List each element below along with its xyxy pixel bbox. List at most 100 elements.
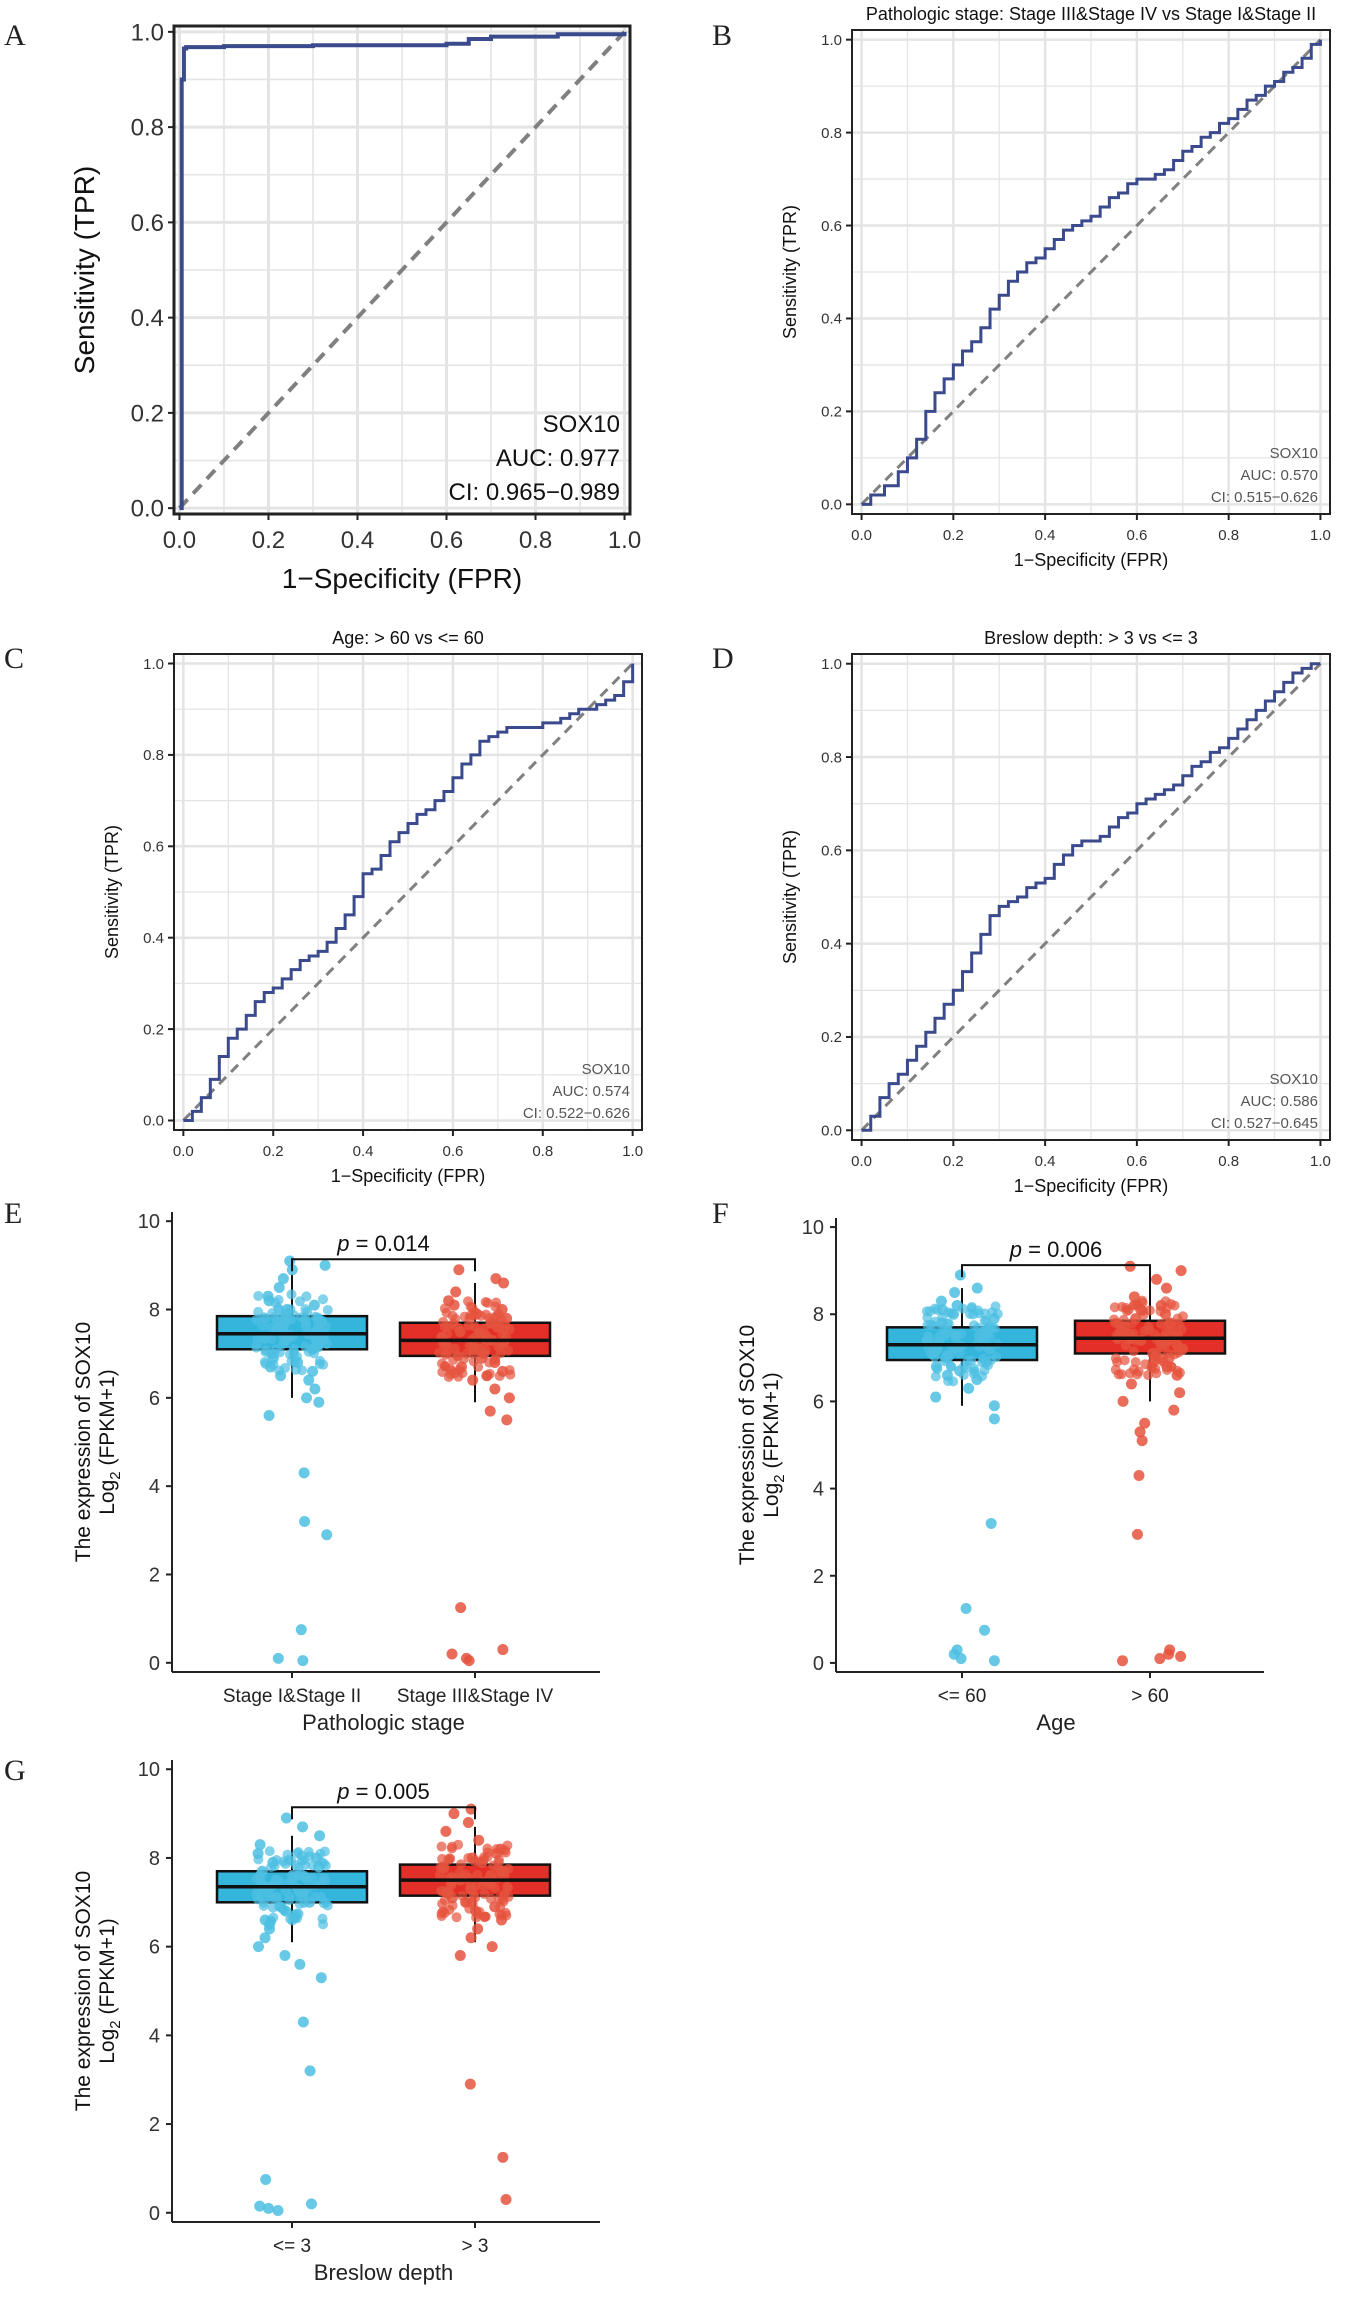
data-point — [292, 1848, 303, 1859]
data-point — [960, 1602, 972, 1614]
group-0: Stage I&Stage II — [215, 1255, 369, 1707]
data-point — [272, 2205, 284, 2217]
data-point — [949, 1286, 961, 1298]
data-point — [465, 1301, 476, 1312]
y-axis-title-line1: The expression of SOX10 — [72, 1871, 95, 2111]
data-point — [925, 1319, 936, 1330]
data-point — [260, 1313, 271, 1324]
data-point — [985, 1517, 997, 1529]
data-point — [258, 1900, 269, 1911]
data-point — [494, 1370, 505, 1381]
data-point — [294, 1958, 306, 1970]
data-point — [452, 1322, 463, 1333]
x-tick-label: 0.8 — [532, 1143, 553, 1160]
data-point — [1124, 1260, 1136, 1272]
data-point — [1156, 1319, 1167, 1330]
data-point — [932, 1364, 943, 1375]
data-point — [468, 1310, 479, 1321]
x-tick-label: 0.6 — [1126, 1153, 1147, 1170]
x-axis-title: 1−Specificity (FPR) — [1014, 1176, 1169, 1196]
y-tick-label: 0.6 — [821, 843, 842, 860]
data-point — [1136, 1435, 1148, 1447]
data-point — [977, 1357, 988, 1368]
x-axis-title: 1−Specificity (FPR) — [331, 1166, 486, 1186]
data-point — [280, 1812, 292, 1824]
data-point — [440, 1825, 452, 1837]
data-point — [303, 1846, 314, 1857]
y-tick-label: 10 — [138, 1759, 160, 1781]
y-tick-label: 2 — [149, 1564, 160, 1586]
data-point — [1143, 1370, 1154, 1381]
y-tick-label: 0 — [813, 1653, 824, 1675]
data-point — [286, 1356, 297, 1367]
data-point — [462, 1816, 474, 1828]
data-point — [1110, 1317, 1121, 1328]
y-tick-label: 10 — [138, 1211, 160, 1233]
data-point — [973, 1322, 984, 1333]
data-point — [1139, 1417, 1151, 1429]
y-tick-label: 2 — [813, 1566, 824, 1588]
y-tick-label: 0 — [149, 2203, 160, 2225]
data-point — [461, 1897, 472, 1908]
y-axis-title-line2: Log2 (FPKM+1) — [96, 1369, 124, 1515]
data-point — [1129, 1299, 1140, 1310]
y-tick-label: 0.4 — [131, 305, 164, 332]
x-tick-label: Stage III&Stage IV — [397, 1686, 554, 1707]
grid — [174, 26, 630, 514]
data-point — [264, 1846, 275, 1857]
data-point — [469, 1855, 480, 1866]
data-point — [305, 2198, 317, 2210]
chart-title: Breslow depth: > 3 vs <= 3 — [984, 628, 1198, 648]
data-point — [315, 1972, 327, 1984]
data-point — [973, 1308, 984, 1319]
data-point — [988, 1413, 1000, 1425]
data-point — [935, 1295, 947, 1307]
y-tick-label: 0.0 — [143, 1113, 164, 1130]
data-point — [286, 1289, 297, 1300]
data-point — [930, 1391, 942, 1403]
panel-b: B 0.0 0.2 0.4 0.6 0.8 1.0 0.0 0.2 0.4 0.6 0.8 1.0 1−S… — [712, 4, 1331, 570]
data-point — [943, 1376, 954, 1387]
y-tick-label: 0.8 — [821, 749, 842, 766]
data-point — [456, 1859, 467, 1870]
data-point — [922, 1334, 933, 1345]
data-point — [966, 1301, 977, 1312]
p-value-symbol: p — [336, 1231, 349, 1256]
y-tick-label: 0.2 — [821, 1029, 842, 1046]
roc-curve — [861, 39, 1322, 506]
x-tick-label: 0.2 — [252, 527, 285, 554]
x-tick-label: 0.2 — [263, 1143, 284, 1160]
group-1: Stage III&Stage IV — [397, 1264, 554, 1707]
data-point — [450, 1286, 462, 1298]
data-point — [453, 1264, 465, 1276]
data-point — [485, 1893, 496, 1904]
data-point — [282, 1849, 293, 1860]
data-point — [318, 1872, 329, 1883]
data-point — [1118, 1314, 1129, 1325]
data-point — [969, 1366, 980, 1377]
data-point — [988, 1400, 1000, 1412]
data-point — [271, 1854, 282, 1865]
data-point — [937, 1322, 948, 1333]
data-point — [1128, 1346, 1139, 1357]
data-point — [989, 1323, 1000, 1334]
chart-title: Pathologic stage: Stage III&Stage IV vs … — [866, 4, 1316, 24]
y-axis-unit-label: (FPKM+1) — [760, 1372, 783, 1474]
x-axis-title: Pathologic stage — [302, 1710, 465, 1735]
y-axis-title: Sensitivity (TPR) — [780, 205, 800, 339]
auc-annotation: SOX10 — [1270, 445, 1318, 462]
p-value-text: = 0.005 — [350, 1779, 430, 1804]
x-tick-label: 0.2 — [943, 527, 964, 544]
data-point — [276, 1902, 287, 1913]
x-axis-title: 1−Specificity (FPR) — [282, 563, 522, 594]
data-point — [1156, 1341, 1167, 1352]
roc-curve — [861, 662, 1321, 1132]
data-point — [1134, 1426, 1146, 1438]
data-point — [436, 1911, 447, 1922]
p-value-text: = 0.006 — [1022, 1237, 1102, 1262]
data-point — [299, 1871, 310, 1882]
data-point — [484, 1405, 496, 1417]
y-tick-label: 0.6 — [143, 839, 164, 856]
data-point — [309, 1342, 320, 1353]
